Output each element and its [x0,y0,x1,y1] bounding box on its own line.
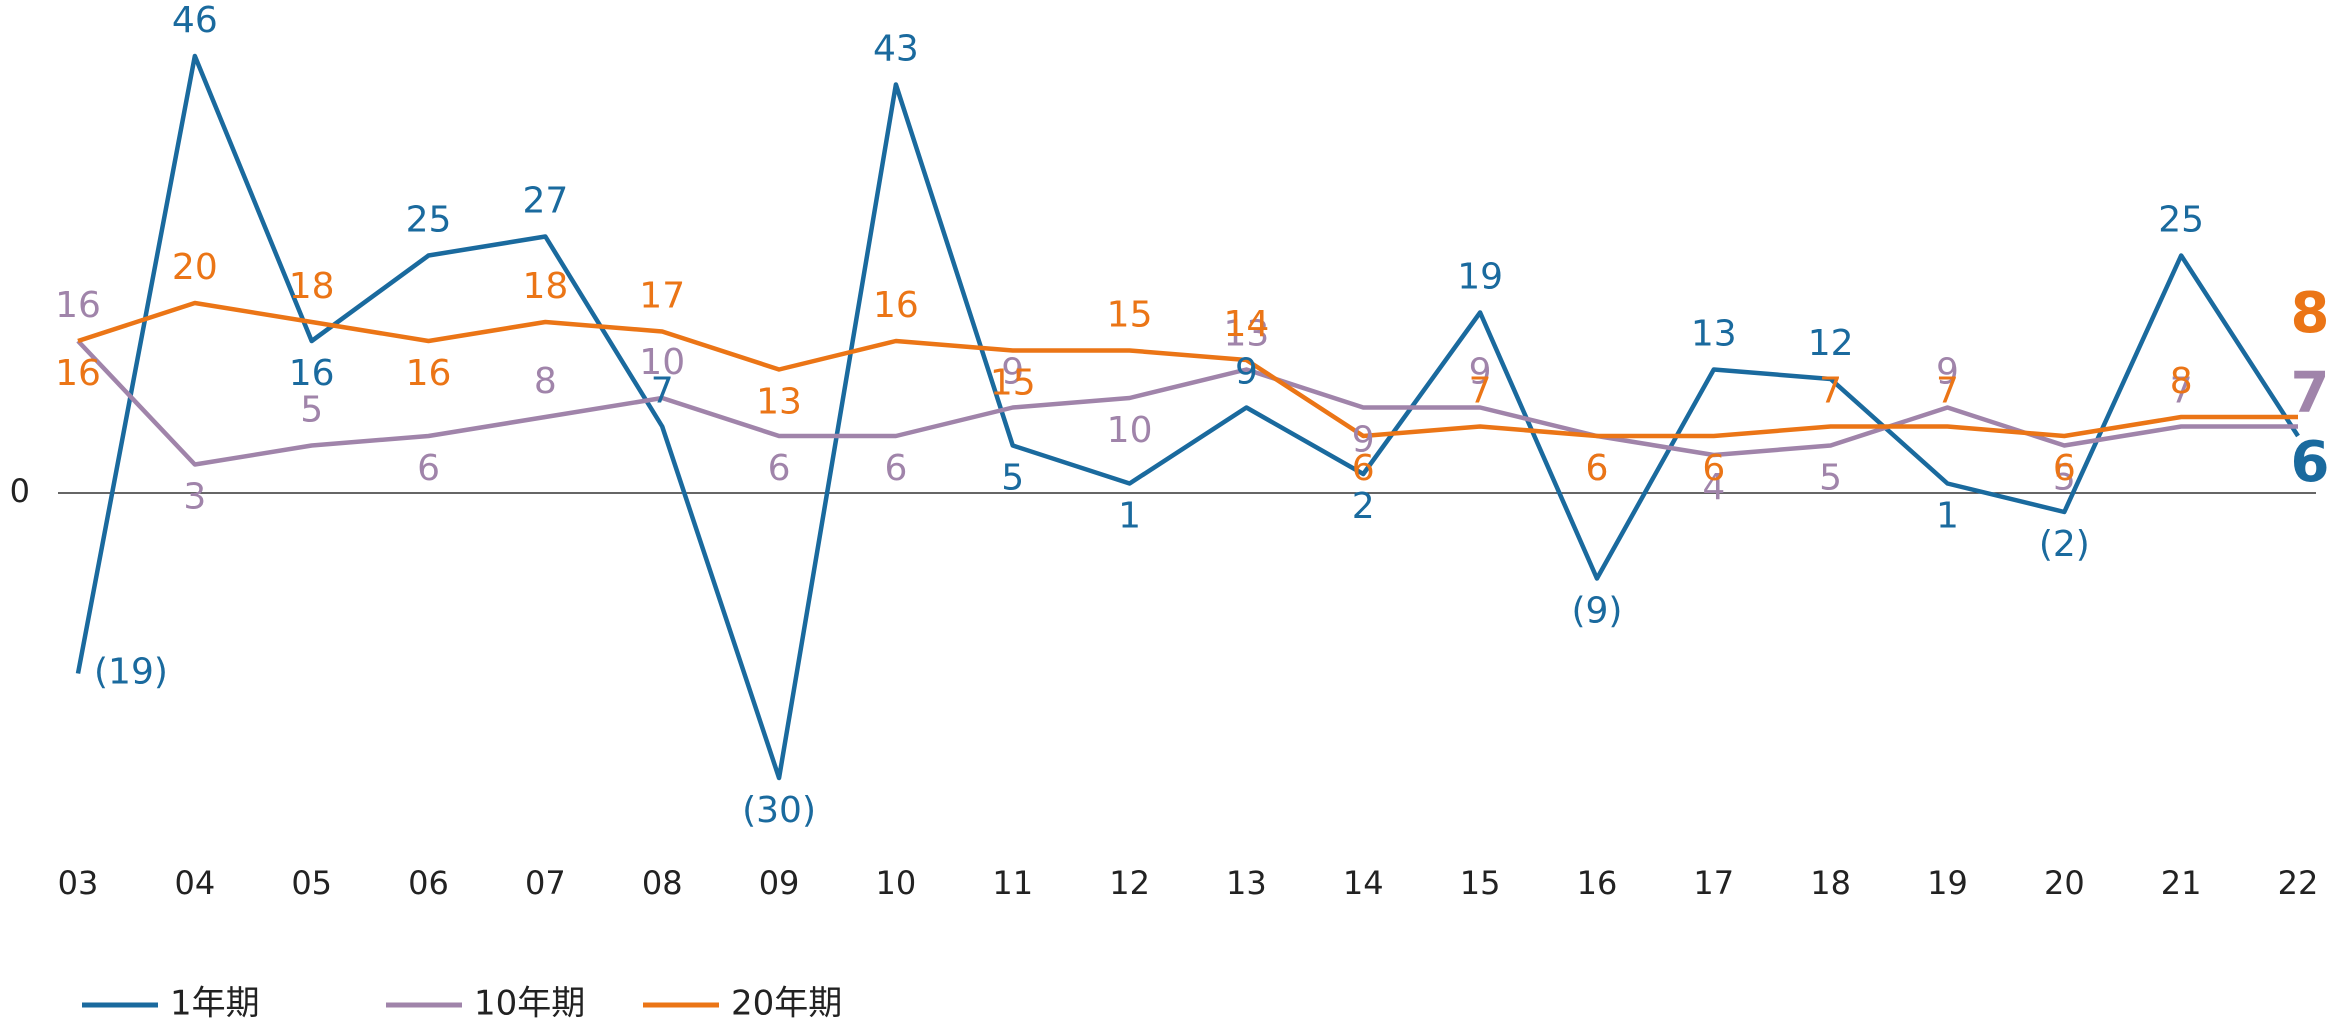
data-label: 7 [651,371,674,412]
x-tick-label: 03 [58,864,99,902]
data-label: 20 [172,247,218,288]
x-tick-label: 13 [1226,864,1267,902]
x-tick-label: 22 [2278,864,2319,902]
data-label: (9) [1571,591,1622,632]
data-label: 9 [1936,352,1959,393]
data-label: (2) [2039,524,2090,565]
data-label: 46 [172,0,218,41]
data-label: 17 [639,276,685,317]
x-tick-label: 05 [291,864,332,902]
x-tick-label: 18 [1810,864,1851,902]
data-label: 8 [2170,361,2193,402]
data-label: 16 [55,353,101,394]
x-tick-label: 11 [992,864,1033,902]
data-label: 1 [1936,496,1959,537]
data-label: 16 [289,353,335,394]
series-line [76,339,2298,467]
x-tick-label: 10 [876,864,917,902]
data-label: 9 [1352,420,1375,461]
data-label: 16 [55,285,101,326]
data-label: 7 [1469,371,1492,412]
data-label: 16 [406,353,452,394]
x-tick-label: 21 [2161,864,2202,902]
data-label: 43 [873,29,919,70]
x-tick-label: 08 [642,864,683,902]
x-tick-label: 07 [525,864,566,902]
data-label: 13 [1224,314,1270,355]
data-label: 25 [406,200,452,241]
data-label: 10 [639,342,685,383]
x-tick-label: 06 [408,864,449,902]
data-label: 10 [1107,410,1153,451]
legend-label: 1年期 [170,984,260,1021]
x-tick-label: 16 [1577,864,1618,902]
legend-label: 20年期 [731,984,842,1021]
data-label: 27 [522,181,568,222]
data-label: 5 [2053,458,2076,499]
data-label: 18 [522,266,568,307]
data-label: 5 [1819,458,1842,499]
data-label: 12 [1808,323,1854,364]
data-label: 9 [1001,352,1024,393]
data-label: (19) [94,652,168,693]
end-label: 6 [2291,430,2330,495]
x-tick-label: 12 [1109,864,1150,902]
data-label: 6 [2053,448,2076,489]
data-label: 8 [534,361,557,402]
x-tick-label: 14 [1343,864,1384,902]
data-label: 3 [183,477,206,518]
data-label: 1 [1118,496,1141,537]
data-label: 9 [1235,352,1258,393]
data-label: 6 [884,448,907,489]
data-label: 14 [1224,304,1270,345]
data-label: 7 [2170,371,2193,412]
x-tick-label: 20 [2044,864,2085,902]
data-label: 6 [1702,448,1725,489]
data-label: 2 [1352,486,1375,527]
data-label: (30) [742,790,816,831]
data-label: 15 [990,363,1036,404]
data-label: 6 [1585,448,1608,489]
y-tick-label: 0 [10,472,30,510]
x-tick-label: 17 [1693,864,1734,902]
data-label: 13 [1691,314,1737,355]
data-label: 5 [1001,458,1024,499]
data-label: 25 [2158,200,2204,241]
data-label: 13 [756,382,802,423]
x-tick-label: 15 [1460,864,1501,902]
data-label: 19 [1457,257,1503,298]
data-label: 9 [1469,352,1492,393]
data-label: 7 [1936,371,1959,412]
x-tick-label: 19 [1927,864,1968,902]
series-line [77,300,2298,439]
data-label: 6 [768,448,791,489]
end-label: 7 [2291,361,2330,426]
data-label: 16 [873,285,919,326]
x-tick-label: 09 [759,864,800,902]
end-label: 8 [2291,281,2330,346]
series-line [75,53,2300,781]
legend-label: 10年期 [474,984,585,1021]
data-label: 6 [417,448,440,489]
data-label: 4 [1702,467,1725,508]
x-tick-label: 04 [174,864,215,902]
data-label: 6 [1585,448,1608,489]
data-label: 6 [1352,448,1375,489]
data-label: 7 [1819,371,1842,412]
data-label: 5 [300,390,323,431]
data-label: 15 [1107,295,1153,336]
data-label: 18 [289,266,335,307]
